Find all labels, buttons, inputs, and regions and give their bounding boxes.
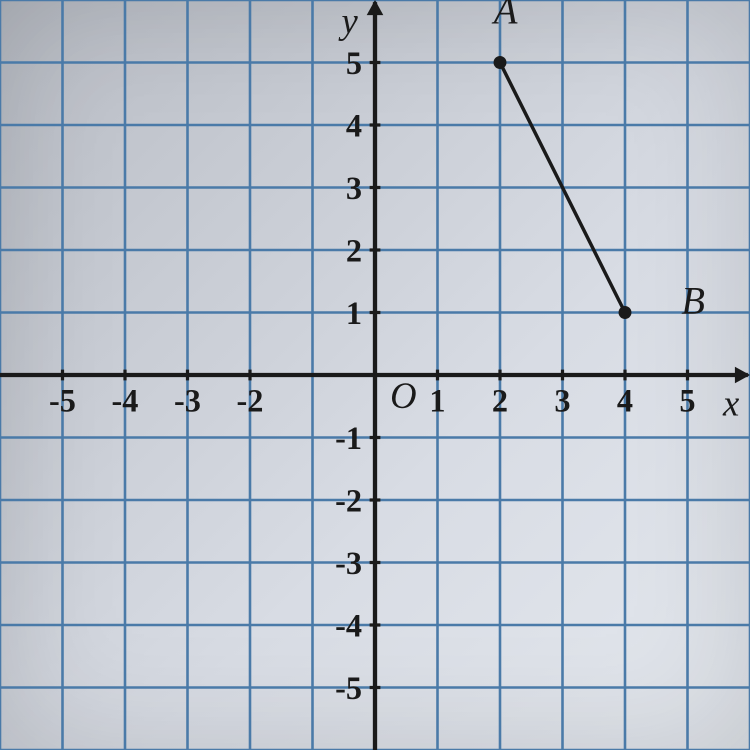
y-tick-label: -4 <box>335 607 362 643</box>
point-label-a: A <box>491 0 518 32</box>
y-axis-label: y <box>337 0 358 41</box>
point-a <box>494 56 507 69</box>
y-tick-label: 4 <box>346 107 362 143</box>
x-tick-label: -5 <box>49 383 76 419</box>
point-label-b: B <box>681 280 705 323</box>
y-tick-label: -1 <box>335 420 362 456</box>
y-tick-label: 5 <box>346 45 362 81</box>
point-b <box>619 306 632 319</box>
x-axis-arrow <box>735 367 750 384</box>
y-tick-label: -5 <box>335 670 362 706</box>
x-axis-label: x <box>722 382 739 423</box>
coordinate-plane-svg: -5 -4 -3 -2 1 2 3 4 5 -5 -4 -3 -2 -1 1 2 3 4 5 Ox y A B <box>0 0 750 750</box>
x-tick-label: 1 <box>429 383 445 419</box>
y-tick-label: -3 <box>335 545 362 581</box>
y-tick-label: 3 <box>346 170 362 206</box>
x-tick-label: -2 <box>237 383 264 419</box>
x-tick-label: 4 <box>617 383 633 419</box>
x-tick-label: 3 <box>554 383 570 419</box>
coordinate-plane: -5 -4 -3 -2 1 2 3 4 5 -5 -4 -3 -2 -1 1 2 3 4 5 Ox y A B <box>0 0 750 750</box>
x-tick-label: -3 <box>174 383 201 419</box>
y-axis-arrow <box>367 0 384 15</box>
y-tick-label: 2 <box>346 232 362 268</box>
x-tick-label: 5 <box>679 383 695 419</box>
x-tick-label: -4 <box>112 383 139 419</box>
x-tick-label: 2 <box>492 383 508 419</box>
y-tick-label: -2 <box>335 482 362 518</box>
origin-label: O <box>390 375 416 416</box>
y-tick-label: 1 <box>346 295 362 331</box>
